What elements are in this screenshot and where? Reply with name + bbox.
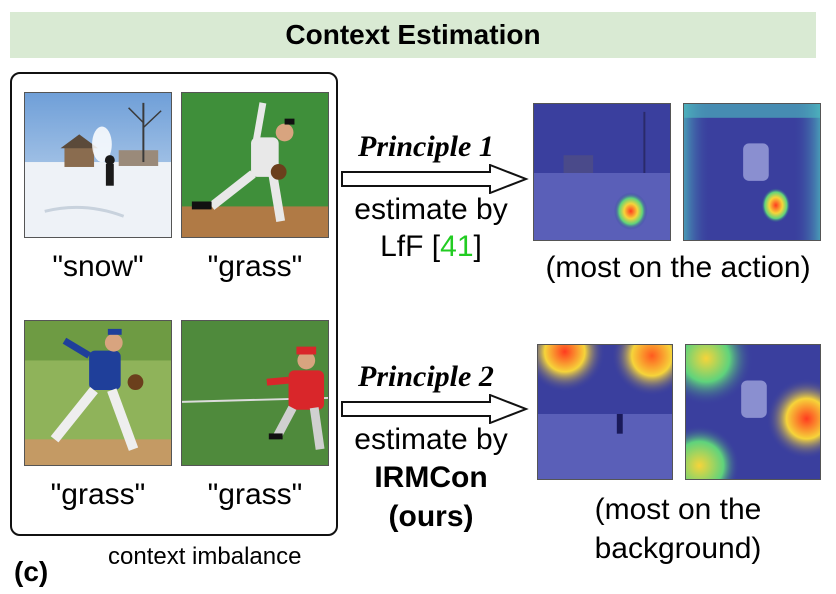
- principle-2-line1: estimate by: [354, 423, 508, 456]
- reference-41: 41: [440, 230, 474, 263]
- photo-snow: [24, 92, 172, 238]
- label-grass-3: "grass": [207, 478, 303, 511]
- principle-1-line2: LfF [41]: [338, 230, 524, 264]
- label-grass-2: "grass": [50, 478, 146, 511]
- arrow-right-icon: [341, 394, 529, 424]
- principle-2-result-line2: background): [594, 532, 762, 565]
- context-imbalance-box: [10, 72, 338, 536]
- photo-pitcher-1: [181, 92, 329, 238]
- lff-bracket: ]: [473, 230, 482, 263]
- heatmap-pitcher-lff: [683, 103, 821, 241]
- heatmap-pitcher-irmcon: [685, 344, 821, 480]
- label-snow: "snow": [52, 250, 144, 283]
- principle-2-title: Principle 2: [358, 360, 494, 393]
- label-grass-1: "grass": [207, 250, 303, 283]
- principle-1-title: Principle 1: [358, 130, 494, 163]
- lff-label: LfF [: [380, 230, 441, 263]
- context-imbalance-caption: context imbalance: [108, 543, 302, 570]
- photo-child-pitcher: [181, 320, 329, 466]
- principle-1-line1: estimate by: [354, 193, 508, 226]
- principle-1-result: (most on the action): [545, 251, 811, 284]
- panel-letter: (c): [14, 556, 49, 587]
- banner-title: Context Estimation: [285, 19, 541, 50]
- ours-label: (ours): [388, 500, 474, 533]
- heatmap-snow-lff: [533, 103, 671, 241]
- principle-2-result-line1: (most on the: [594, 493, 762, 526]
- heatmap-snow-irmcon: [537, 344, 673, 480]
- arrow-right-icon: [341, 164, 529, 194]
- photo-pitcher-2: [24, 320, 172, 466]
- irmcon-label: IRMCon: [374, 461, 488, 494]
- title-banner: Context Estimation: [10, 12, 816, 58]
